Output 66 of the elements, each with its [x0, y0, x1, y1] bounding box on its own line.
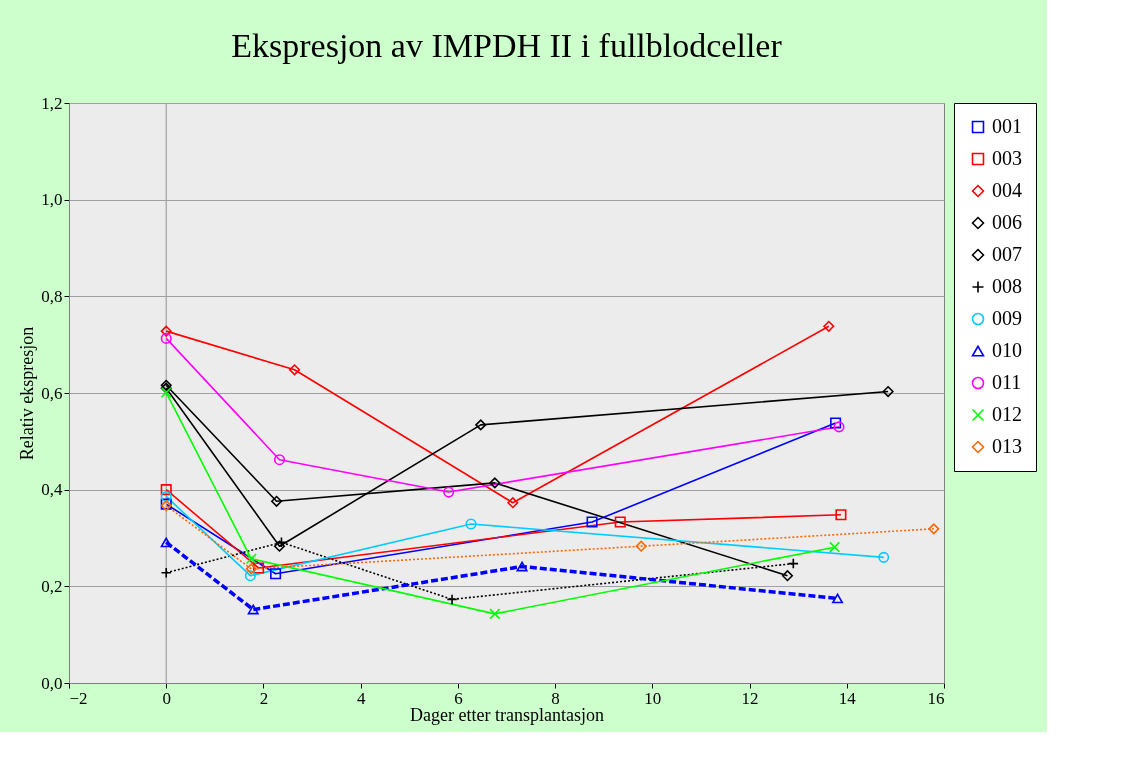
x-tick-label: 4 — [356, 688, 366, 708]
x-tick-label: 14 — [838, 688, 857, 708]
point — [835, 509, 847, 521]
legend-label: 008 — [992, 275, 1022, 297]
point — [273, 540, 286, 552]
point — [245, 553, 257, 565]
y-tick-label: 0,2 — [41, 576, 63, 596]
point — [475, 419, 487, 431]
point — [245, 563, 257, 575]
point — [244, 570, 256, 582]
y-tick-label: 1,2 — [41, 93, 63, 113]
point — [829, 541, 841, 553]
point — [160, 537, 172, 548]
point — [160, 332, 172, 344]
point — [830, 417, 842, 429]
point — [160, 386, 172, 399]
point — [878, 551, 890, 563]
legend-label: 006 — [992, 211, 1022, 233]
point — [247, 604, 259, 615]
point — [160, 325, 172, 337]
point — [160, 484, 172, 496]
y-axis-title: Relativ ekspresjon — [17, 326, 38, 461]
legend-label: 012 — [992, 403, 1022, 425]
point — [635, 540, 647, 552]
chart-title: Ekspresjon av IMPDH II i fullblodceller — [231, 27, 783, 64]
y-tick-label: 0,4 — [41, 480, 63, 500]
legend-label: 004 — [992, 179, 1022, 201]
y-tick-label: 1,0 — [41, 190, 63, 210]
point — [446, 593, 458, 605]
legend-label: 001 — [992, 115, 1022, 137]
x-tick-label: 12 — [741, 688, 759, 708]
legend-label: 009 — [992, 307, 1022, 329]
point — [614, 516, 626, 528]
point — [787, 558, 799, 570]
point — [507, 497, 519, 509]
legend-label: 013 — [992, 435, 1022, 457]
point — [823, 320, 835, 332]
point — [271, 495, 283, 507]
point — [160, 490, 172, 502]
point — [289, 364, 301, 376]
y-tick-label: 0,8 — [41, 286, 63, 306]
point — [270, 568, 282, 580]
legend-label: 010 — [992, 339, 1022, 361]
x-tick-label: −2 — [69, 688, 88, 708]
point — [489, 608, 501, 620]
x-tick-label: 16 — [927, 688, 945, 708]
legend-label: 003 — [992, 147, 1022, 169]
point — [586, 516, 598, 528]
point — [928, 523, 940, 535]
x-tick-label: 10 — [644, 688, 662, 708]
point — [253, 562, 265, 574]
point — [781, 570, 794, 582]
point — [833, 421, 845, 433]
x-tick-label: 2 — [259, 688, 269, 708]
point — [273, 454, 286, 466]
y-tick-label: 0,6 — [41, 383, 63, 403]
point — [489, 477, 501, 489]
point — [882, 386, 894, 398]
x-tick-label: 0 — [162, 688, 171, 708]
point — [516, 561, 528, 572]
point — [465, 518, 477, 530]
y-tick-label: 0,0 — [41, 673, 63, 693]
point — [443, 486, 455, 498]
legend-label: 007 — [992, 243, 1022, 265]
legend-label: 011 — [992, 371, 1022, 393]
point — [832, 593, 844, 604]
